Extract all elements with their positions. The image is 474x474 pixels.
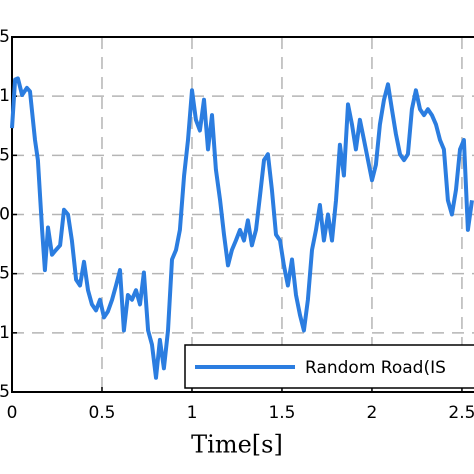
y-tick-label: 1 bbox=[0, 86, 10, 106]
axis-frame bbox=[11, 36, 474, 393]
x-tick-label: 0.5 bbox=[88, 403, 115, 423]
y-tick-label: 0.5 bbox=[0, 145, 10, 165]
legend: Random Road(IS bbox=[184, 344, 474, 389]
x-tick-label: 1 bbox=[187, 403, 198, 423]
x-axis-label: Time[s] bbox=[191, 431, 283, 459]
y-tick-label: -1.5 bbox=[0, 382, 10, 402]
x-tick-label: 1.5 bbox=[268, 403, 295, 423]
legend-label: Random Road(IS bbox=[305, 358, 446, 378]
y-tick-label: 1.5 bbox=[0, 27, 10, 47]
y-tick-label: -1 bbox=[0, 323, 10, 343]
x-tick-label: 2.5 bbox=[448, 403, 474, 423]
y-tick-label: -0.5 bbox=[0, 264, 10, 284]
x-tick-label: 2 bbox=[367, 403, 378, 423]
x-tick-label: 0 bbox=[7, 403, 18, 423]
line bbox=[10, 76, 474, 380]
y-tick-label: 0 bbox=[0, 205, 10, 225]
